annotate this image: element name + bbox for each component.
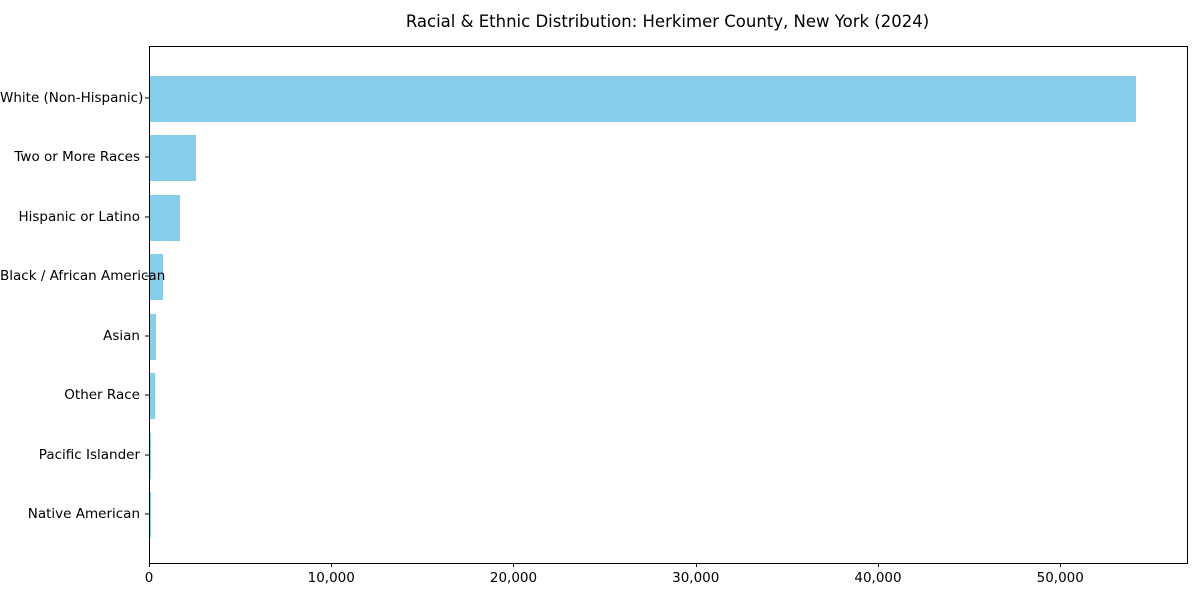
x-tick-mark xyxy=(513,563,515,567)
y-tick-label-white-non-hispanic: White (Non-Hispanic) xyxy=(0,89,144,106)
y-tick-label-native-american: Native American xyxy=(27,506,140,522)
y-tick-mark xyxy=(145,335,149,336)
y-tick-label-asian: Asian xyxy=(103,327,140,344)
y-tick-label-two-or-more-races: Two or More Races xyxy=(14,149,140,165)
bar-asian xyxy=(150,313,157,360)
x-tick-label: 30,000 xyxy=(672,570,720,586)
plot-area xyxy=(149,46,1188,564)
y-tick-mark xyxy=(145,216,149,217)
x-tick-label: 20,000 xyxy=(489,570,538,586)
bar-two-or-more-races xyxy=(150,135,196,181)
x-tick-mark xyxy=(695,563,697,567)
chart-title: Racial & Ethnic Distribution: Herkimer C… xyxy=(405,12,930,31)
x-tick-label: 50,000 xyxy=(1036,570,1084,586)
x-tick-label: 10,000 xyxy=(307,570,355,586)
bar-other-race xyxy=(150,373,155,419)
x-tick-mark xyxy=(1060,563,1062,567)
y-tick-label-hispanic-or-latino: Hispanic or Latino xyxy=(18,208,140,225)
y-tick-mark xyxy=(145,275,149,277)
x-tick-mark xyxy=(331,563,333,567)
bar-hispanic-or-latino xyxy=(150,194,181,241)
y-tick-label-other-race: Other Race xyxy=(64,387,140,403)
y-tick-label-pacific-islander: Pacific Islander xyxy=(38,446,140,463)
y-tick-mark xyxy=(145,513,149,515)
x-tick-mark xyxy=(149,563,150,567)
x-tick-label: 40,000 xyxy=(854,570,902,586)
x-tick-mark xyxy=(877,563,879,567)
y-tick-label-black-african-american: Black / African American xyxy=(0,268,166,284)
bar-white-non-hispanic xyxy=(150,75,1136,122)
x-tick-label: 0 xyxy=(144,570,154,586)
y-tick-mark xyxy=(145,97,149,98)
bar-black-african-american xyxy=(150,254,163,300)
y-tick-mark xyxy=(145,156,149,158)
y-tick-mark xyxy=(145,394,149,396)
y-tick-mark xyxy=(145,454,149,455)
